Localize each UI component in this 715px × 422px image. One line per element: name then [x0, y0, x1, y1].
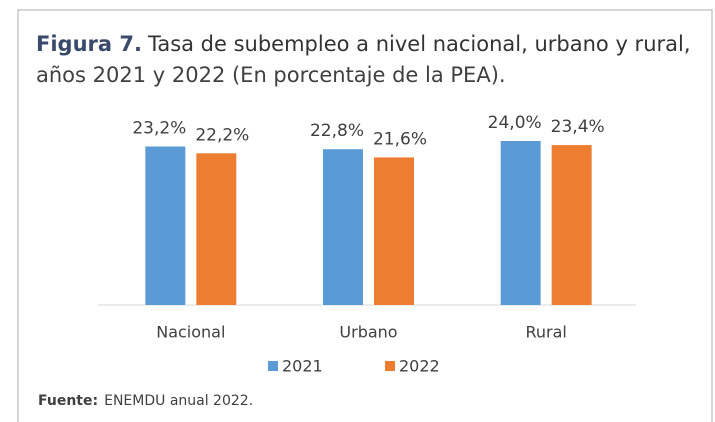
legend-label: 2021	[282, 357, 323, 376]
legend-swatch	[385, 361, 395, 371]
value-label: 22,2%	[195, 125, 249, 145]
x-tick-label: Urbano	[339, 323, 397, 342]
value-label: 21,6%	[373, 129, 427, 149]
bar	[145, 146, 186, 305]
frame	[17, 9, 713, 422]
source-text: ENEMDU anual 2022.	[104, 393, 253, 409]
legend-label: 2022	[399, 357, 440, 376]
chart-title: Figura 7. Tasa de subempleo a nivel nacio…	[36, 32, 691, 56]
bar	[323, 149, 363, 305]
title-prefix: Figura 7.	[36, 32, 142, 56]
bar	[374, 157, 414, 305]
x-tick-label: Rural	[525, 323, 566, 342]
title-line: Tasa de subempleo a nivel nacional, urba…	[147, 32, 691, 56]
x-tick-label: Nacional	[156, 323, 225, 342]
title-line: años 2021 y 2022 (En porcentaje de la PE…	[36, 63, 506, 87]
value-label: 22,8%	[310, 121, 364, 141]
bar	[500, 141, 541, 305]
value-label: 23,4%	[551, 117, 605, 137]
source: Fuente: ENEMDU anual 2022.	[38, 393, 253, 409]
value-label: 23,2%	[132, 118, 186, 138]
bar	[551, 145, 592, 305]
legend-swatch	[268, 361, 278, 371]
source-prefix: Fuente:	[38, 393, 98, 409]
bar	[196, 153, 237, 305]
value-label: 24,0%	[488, 113, 542, 133]
